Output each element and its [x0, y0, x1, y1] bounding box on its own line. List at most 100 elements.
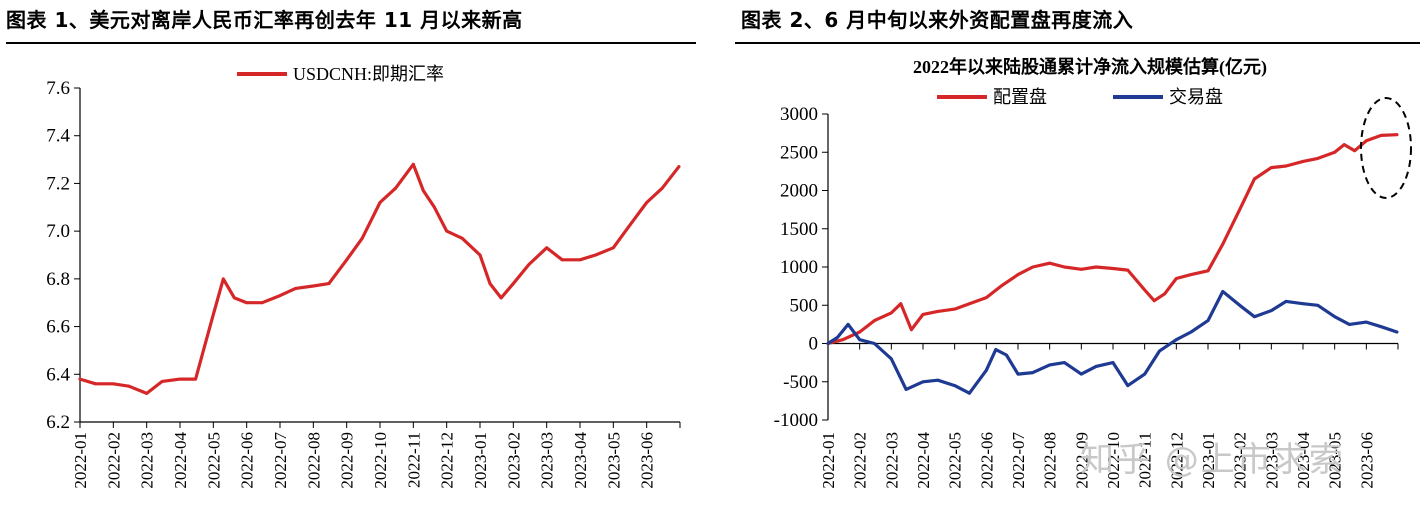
x-tick-label: 2022-04 — [914, 432, 933, 489]
y-tick-label: 1000 — [780, 257, 818, 278]
data-point — [999, 284, 1003, 288]
data-point — [1395, 330, 1399, 334]
x-tick-label: 2022-09 — [1072, 432, 1091, 489]
y-tick-label: -500 — [783, 372, 818, 393]
data-point — [677, 165, 681, 169]
x-tick-label: 2022-06 — [238, 432, 257, 489]
data-point — [873, 342, 876, 345]
data-point — [411, 162, 415, 166]
y-tick-label: 3000 — [780, 104, 818, 125]
data-point — [1206, 269, 1210, 273]
y-tick-label: 6.2 — [46, 412, 70, 433]
left-panel: 图表 1、美元对离岸人民币汇率再创去年 11 月以来新高 — [0, 0, 700, 514]
right-panel-title: 图表 2、6 月中旬以来外资配置盘再度流入 — [741, 8, 1134, 32]
data-point — [445, 229, 449, 233]
chart-title: 2022年以来陆股通累计净流入规模估算(亿元) — [913, 56, 1267, 78]
data-point — [611, 246, 615, 250]
data-point — [1126, 384, 1130, 387]
data-point — [627, 225, 631, 228]
data-point — [846, 323, 850, 326]
data-point — [478, 253, 482, 257]
data-point — [984, 368, 988, 372]
x-tick-label: 2022-11 — [404, 432, 423, 488]
y-tick-label: 2000 — [780, 181, 818, 202]
watermark: 知乎 @上市求索 — [1080, 440, 1345, 480]
data-point — [841, 338, 845, 342]
data-point — [278, 294, 282, 297]
x-tick-label: 2023-01 — [471, 432, 490, 489]
x-tick-label: 2022-02 — [851, 432, 870, 489]
data-point — [260, 301, 264, 305]
data-point — [488, 282, 492, 285]
data-point — [1063, 265, 1066, 269]
data-point — [1005, 353, 1008, 357]
data-point — [1342, 143, 1346, 147]
data-point — [1079, 372, 1083, 376]
x-tick-label: 2022-07 — [271, 432, 290, 489]
data-point — [1079, 267, 1083, 271]
data-point — [910, 328, 913, 332]
data-point — [560, 258, 564, 262]
data-point — [394, 186, 397, 190]
data-point — [936, 310, 940, 313]
data-point — [889, 357, 893, 361]
data-point — [1048, 261, 1052, 265]
data-point — [205, 337, 209, 340]
data-point — [953, 384, 957, 387]
x-tick-label: 2023-04 — [1294, 432, 1313, 489]
x-tick-label: 2023-01 — [1199, 432, 1218, 489]
right-title-rule — [735, 42, 1420, 44]
data-point — [858, 330, 862, 334]
x-tick-label: 2023-06 — [638, 432, 657, 489]
data-point — [1111, 267, 1115, 270]
x-tick-label: 2022-09 — [338, 432, 357, 489]
data-point — [1364, 320, 1368, 324]
data-point — [245, 301, 249, 305]
y-tick-label: -1000 — [774, 410, 818, 431]
legend-label: 交易盘 — [1169, 87, 1223, 107]
y-tick-label: 500 — [790, 295, 819, 316]
data-point — [1333, 150, 1337, 154]
data-point — [1094, 265, 1098, 269]
data-point — [211, 313, 215, 316]
data-point — [545, 246, 549, 250]
data-point — [1143, 288, 1147, 292]
x-tick-label: 2022-01 — [819, 432, 838, 489]
data-point — [1253, 177, 1256, 181]
data-point — [1333, 315, 1337, 319]
data-point — [1016, 372, 1020, 376]
data-point — [1238, 303, 1242, 307]
data-point — [1316, 157, 1320, 160]
data-point — [1163, 292, 1167, 296]
data-point — [1143, 372, 1147, 376]
data-point — [1348, 323, 1351, 326]
data-point — [1253, 315, 1256, 319]
data-point — [345, 258, 349, 262]
data-point — [936, 378, 940, 382]
y-tick-label: 7.0 — [46, 221, 70, 242]
right-panel: 图表 2、6 月中旬以来外资配置盘再度流入 — [735, 0, 1423, 514]
data-point — [1353, 149, 1357, 153]
data-point — [1284, 300, 1288, 303]
x-tick-label: 2022-03 — [138, 432, 157, 489]
data-point — [1016, 273, 1020, 276]
x-tick-label: 2022-12 — [1167, 432, 1186, 489]
data-point — [1269, 166, 1273, 170]
data-point — [421, 189, 425, 193]
highlight-ellipse — [1360, 97, 1412, 199]
x-tick-label: 2022-11 — [1136, 432, 1155, 488]
left-title-rule — [6, 42, 696, 44]
data-point — [984, 296, 988, 299]
data-point — [1206, 319, 1210, 322]
data-point — [527, 263, 531, 266]
x-tick-label: 2022-08 — [304, 432, 323, 489]
data-point — [994, 348, 998, 351]
y-tick-label: 6.4 — [46, 364, 70, 385]
x-tick-label: 2022-08 — [1041, 432, 1060, 489]
data-point — [1158, 349, 1161, 353]
data-point — [499, 296, 503, 300]
x-tick-label: 2022-06 — [977, 432, 996, 489]
data-point — [1031, 265, 1035, 269]
x-tick-label: 2022-03 — [882, 432, 901, 489]
y-tick-label: 7.4 — [46, 126, 70, 147]
